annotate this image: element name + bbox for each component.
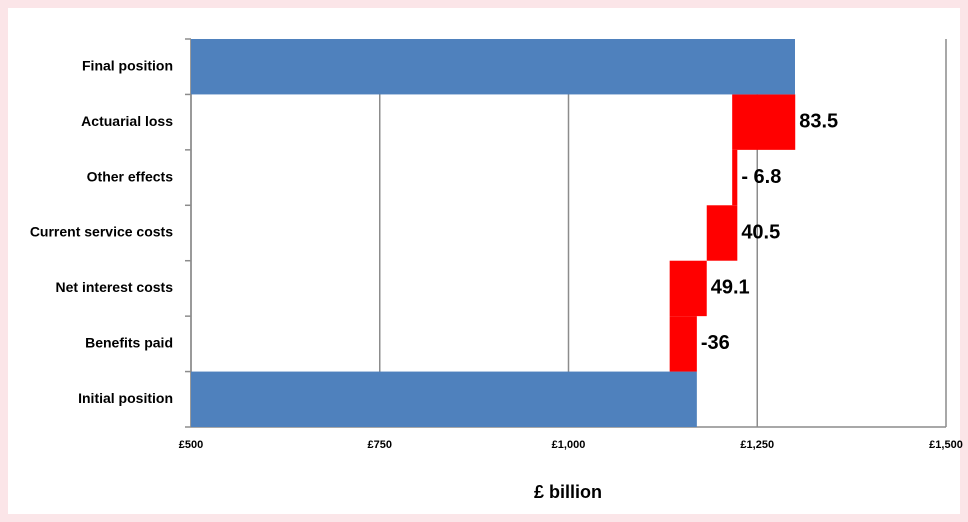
change-bar xyxy=(669,316,697,372)
y-tick-label: Final position xyxy=(82,57,173,73)
change-bar xyxy=(706,205,738,261)
y-tick-label: Initial position xyxy=(78,390,173,406)
value-label: - 6.8 xyxy=(741,166,781,188)
x-tick-label: £750 xyxy=(368,439,392,451)
total-bar xyxy=(191,39,795,95)
change-bar xyxy=(669,260,707,317)
y-tick-label: Net interest costs xyxy=(56,279,174,295)
x-axis-title: £ billion xyxy=(534,482,602,502)
value-label: -36 xyxy=(701,332,730,354)
change-bar xyxy=(732,149,738,206)
x-tick-label: £1,000 xyxy=(552,439,586,451)
x-tick-label: £1,500 xyxy=(929,439,963,451)
value-label: 40.5 xyxy=(741,221,780,243)
y-tick-label: Other effects xyxy=(87,168,174,184)
total-bar xyxy=(191,371,697,427)
y-tick-label: Actuarial loss xyxy=(81,113,173,129)
value-label: 83.5 xyxy=(799,110,838,132)
value-label: 49.1 xyxy=(711,277,750,299)
change-bar xyxy=(732,94,796,150)
y-tick-label: Current service costs xyxy=(30,224,173,240)
y-tick-label: Benefits paid xyxy=(85,335,173,351)
x-tick-label: £500 xyxy=(179,439,203,451)
x-tick-label: £1,250 xyxy=(740,439,774,451)
